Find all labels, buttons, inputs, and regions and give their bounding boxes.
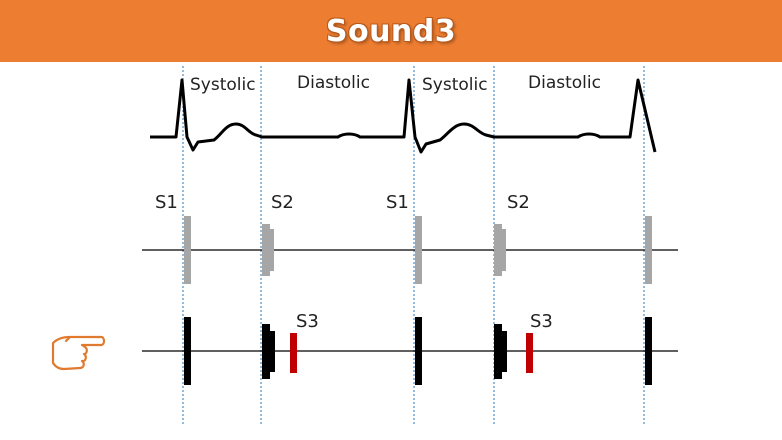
s3-label: S3 (296, 311, 319, 332)
s2-sound-bar (262, 224, 274, 276)
phase-label-diastolic: Diastolic (297, 73, 370, 93)
s2-label: S2 (507, 192, 530, 213)
s3-sound-bar (290, 333, 297, 373)
heart-sound-diagram: Systolic Diastolic Systolic Diastolic S1… (51, 66, 678, 424)
phase-label-systolic: Systolic (190, 75, 256, 95)
phase-labels: Systolic Diastolic Systolic Diastolic (190, 73, 601, 95)
phase-label-diastolic: Diastolic (528, 73, 601, 93)
s3-sound-bar (526, 333, 533, 373)
s2-sound-bar (494, 324, 507, 379)
title-banner: Sound3 (0, 0, 782, 62)
s3-label: S3 (530, 311, 553, 332)
s1-label: S1 (386, 192, 409, 213)
s1-sound-bar (184, 317, 191, 385)
pointing-hand-icon (51, 335, 106, 371)
s1-sound-bar (645, 317, 652, 385)
s2-sound-bar (494, 224, 506, 276)
page-title: Sound3 (325, 13, 457, 49)
s1-label: S1 (155, 192, 178, 213)
s1-sound-bar (415, 216, 422, 284)
phase-label-systolic: Systolic (422, 75, 488, 95)
ecg-trace (150, 78, 657, 154)
normal-sound-row: S1 S2 S1 S2 (142, 192, 678, 284)
s1-sound-bar (415, 317, 422, 385)
s1-sound-bar (184, 216, 191, 284)
s3-sound-row: S3 S3 (51, 311, 678, 385)
s1-sound-bar (645, 216, 652, 284)
s2-sound-bar (262, 324, 275, 379)
s2-label: S2 (271, 192, 294, 213)
